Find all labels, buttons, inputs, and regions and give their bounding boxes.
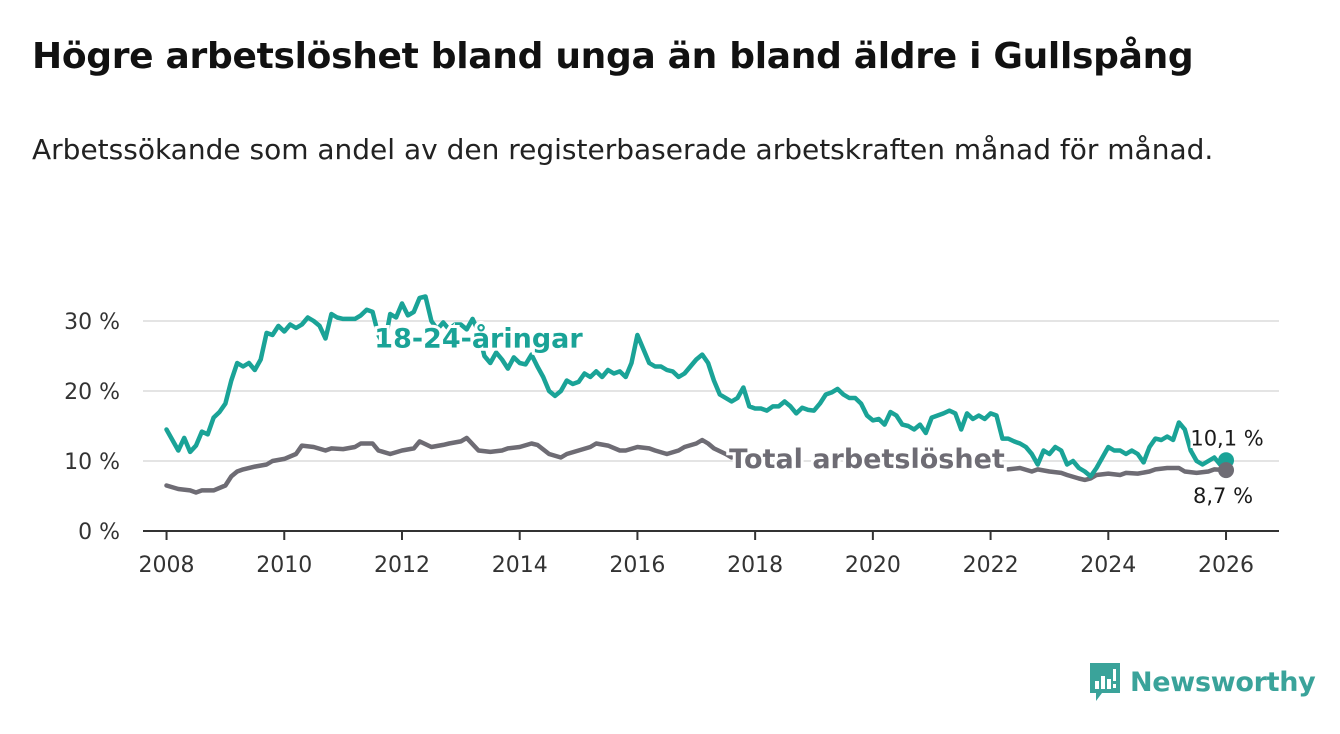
total-series-line	[1005, 465, 1229, 483]
x-tick-label: 2014	[492, 553, 548, 578]
total-series-line	[164, 435, 734, 495]
x-tick-label: 2008	[139, 553, 195, 578]
x-tick-label: 2012	[374, 553, 430, 578]
y-tick-label: 30 %	[64, 310, 120, 335]
y-tick-label: 0 %	[78, 520, 120, 545]
newsworthy-bars-icon	[1090, 663, 1120, 701]
y-tick-label: 20 %	[64, 380, 120, 405]
brand-name: Newsworthy	[1130, 666, 1316, 698]
series-labels: 18-24-åringar Total arbetslöshet 10,1 % 8,7…	[371, 320, 1266, 511]
x-tick-label: 2022	[963, 553, 1019, 578]
chart-title: Högre arbetslöshet bland unga än bland ä…	[32, 36, 1194, 77]
x-tick-label: 2020	[845, 553, 901, 578]
gridlines: 0 % 10 % 20 % 30 %	[64, 310, 1279, 545]
total-series-label: Total arbetslöshet	[729, 444, 1005, 475]
youth-series-line	[164, 294, 1229, 479]
total-end-value: 8,7 %	[1193, 484, 1253, 508]
x-axis: 2008 2010 2012 2014 2016 2018 2020 2022 2024 2026	[139, 530, 1279, 578]
x-tick-label: 2016	[609, 553, 665, 578]
newsworthy-logo: Newsworthy	[1088, 660, 1316, 704]
x-tick-label: 2026	[1198, 553, 1254, 578]
chart-subtitle: Arbetssökande som andel av den registerb…	[32, 133, 1214, 166]
x-tick-label: 2024	[1080, 553, 1136, 578]
series-lines	[164, 294, 1235, 495]
total-end-marker	[1218, 462, 1235, 479]
y-tick-label: 10 %	[64, 450, 120, 475]
x-tick-label: 2018	[727, 553, 783, 578]
youth-series-label: 18-24-åringar	[374, 323, 583, 355]
youth-end-value: 10,1 %	[1190, 426, 1263, 450]
x-tick-label: 2010	[256, 553, 312, 578]
